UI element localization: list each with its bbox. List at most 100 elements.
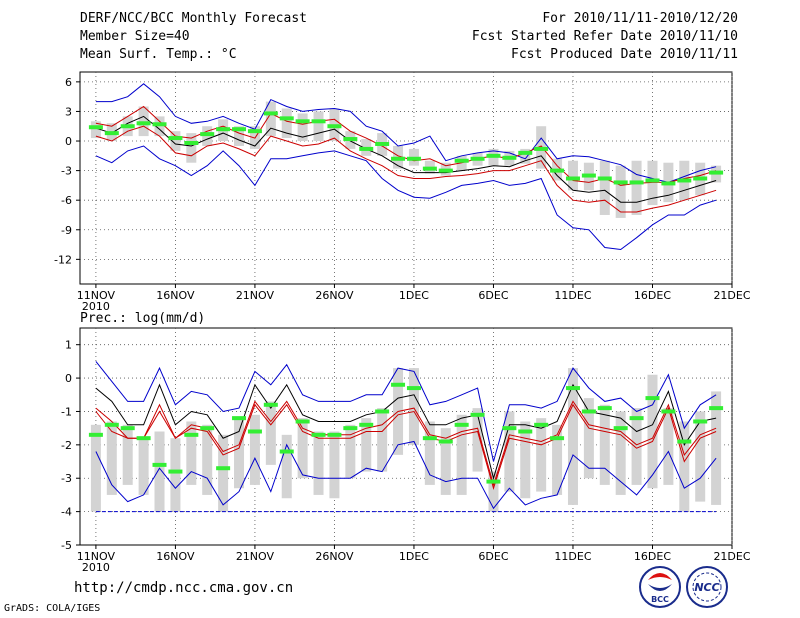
prec-median-marker	[486, 479, 501, 484]
prec-median-marker	[359, 422, 374, 427]
temp-median-marker	[391, 156, 406, 161]
temp-member-box	[567, 160, 578, 191]
prec-median-marker	[502, 426, 517, 431]
prec-median-marker	[263, 402, 278, 407]
temp-median-marker	[247, 129, 262, 134]
prec-median-marker	[565, 386, 580, 391]
temp-median-marker	[565, 176, 580, 181]
prec-member-box	[520, 421, 531, 499]
temp-median-marker	[486, 153, 501, 158]
temp-median-marker	[645, 178, 660, 183]
temp-median-marker	[263, 111, 278, 116]
prec-member-box	[679, 421, 690, 512]
temp-median-marker	[613, 180, 628, 185]
prec-member-box	[154, 431, 165, 512]
temp-member-box	[647, 160, 658, 206]
bcc-logo-swirl-red	[648, 573, 672, 580]
prec-member-box	[663, 408, 674, 485]
temp-median-marker	[550, 168, 565, 173]
bcc-logo: BCC	[639, 566, 681, 608]
prec-median-marker	[88, 432, 103, 437]
prec-median-marker	[629, 416, 644, 421]
temp-median-marker	[422, 166, 437, 171]
temp-ytick-label: -6	[61, 194, 72, 207]
prec-series-max	[95, 361, 717, 462]
prec-median-marker	[184, 432, 199, 437]
prec-member-box	[536, 418, 547, 492]
bcc-logo-ring	[639, 566, 681, 608]
temp-xtick-label: 11DEC	[554, 289, 591, 302]
prec-member-box	[281, 434, 292, 499]
prec-series-min	[95, 440, 717, 510]
temp-frame	[79, 71, 733, 285]
temp-member-box	[234, 126, 245, 146]
header-right: For 2010/11/11-2010/12/20 Fcst Started R…	[472, 10, 738, 64]
prec-member-box	[615, 411, 626, 495]
prec-median-marker	[343, 426, 358, 431]
temp-median-marker	[661, 181, 676, 186]
temp-median-marker	[438, 168, 453, 173]
temp-member-box	[631, 160, 642, 215]
prec-median-marker	[438, 439, 453, 444]
prec-median-marker	[311, 432, 326, 437]
temp-median-marker	[295, 119, 310, 124]
prec-median-marker	[613, 426, 628, 431]
prec-median-marker	[677, 439, 692, 444]
prec-median-marker	[200, 426, 215, 431]
prec-median-marker	[422, 436, 437, 441]
prec-member-box	[170, 438, 181, 512]
temp-member-box	[520, 148, 531, 164]
temp-median-marker	[470, 156, 485, 161]
temp-xtick-label: 21NOV	[236, 289, 275, 302]
temp-median-marker	[136, 121, 151, 126]
prec-member-box	[297, 418, 308, 479]
temp-xtick-label: 11NOV	[77, 289, 116, 302]
temp-ytick-label: 6	[65, 76, 72, 89]
temp-median-marker	[359, 146, 374, 151]
prec-member-box	[583, 398, 594, 479]
temp-median-marker	[677, 178, 692, 183]
prec-member-box	[504, 411, 515, 492]
temp-series-max	[95, 83, 717, 183]
prec-ytick-label: 1	[65, 339, 72, 352]
temp-median-marker	[232, 127, 247, 132]
prec-median-marker	[104, 422, 119, 427]
prec-xtick-label: 1DEC	[399, 550, 429, 563]
prec-member-box	[552, 424, 563, 495]
prec-median-marker	[454, 422, 469, 427]
prec-median-marker	[645, 396, 660, 401]
prec-year-label: 2010	[82, 561, 110, 574]
prec-median-marker	[327, 432, 342, 437]
prec-median-marker	[581, 409, 596, 414]
prec-member-box	[313, 431, 324, 495]
temp-ytick-label: -3	[61, 165, 72, 178]
prec-member-box	[377, 408, 388, 472]
temp-ytick-label: -12	[54, 253, 72, 266]
prec-median-marker	[391, 382, 406, 387]
temp-xtick-label: 16NOV	[156, 289, 195, 302]
prec-member-box	[472, 408, 483, 472]
temp-median-marker	[518, 150, 533, 155]
prec-member-box	[695, 411, 706, 502]
temp-median-marker	[629, 180, 644, 185]
temp-median-marker	[597, 176, 612, 181]
prec-ytick-label: 0	[65, 372, 72, 385]
prec-median-marker	[661, 409, 676, 414]
prec-series-upper	[95, 400, 717, 487]
prec-member-box	[424, 421, 435, 485]
prec-ytick-label: -1	[61, 405, 72, 418]
header-left: DERF/NCC/BCC Monthly Forecast Member Siz…	[80, 10, 307, 64]
temp-xtick-label: 16DEC	[634, 289, 671, 302]
bcc-logo-swirl-blue	[648, 584, 672, 591]
bcc-logo-text: BCC	[651, 595, 669, 604]
prec-median-marker	[279, 449, 294, 454]
ncc-logo-text: NCC	[694, 581, 719, 594]
temp-median-marker	[152, 122, 167, 127]
prec-series-lower	[95, 403, 717, 490]
prec-member-box	[567, 368, 578, 505]
temp-series-min	[95, 145, 717, 251]
temp-median-marker	[327, 124, 342, 129]
prec-median-marker	[375, 409, 390, 414]
